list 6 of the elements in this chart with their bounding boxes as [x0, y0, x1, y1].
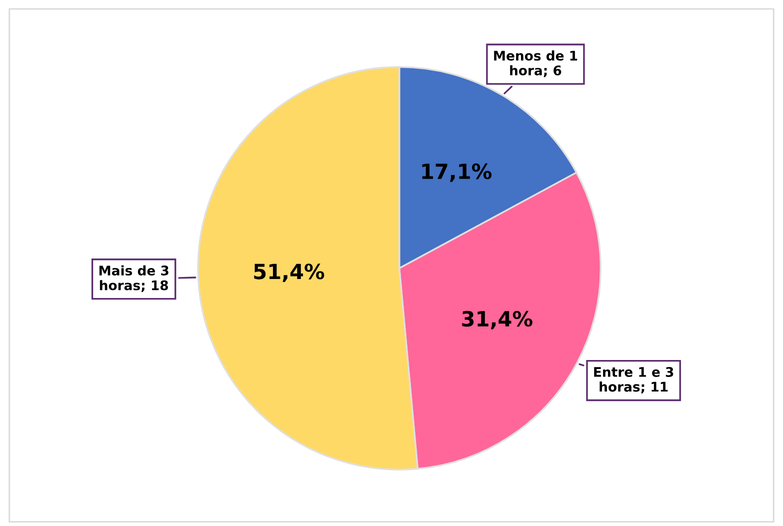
- data-label: 51,4%: [254, 264, 324, 282]
- data-label: 17,1%: [422, 163, 492, 182]
- slice-label: Entre 1 e 3 horas; 11: [594, 366, 674, 394]
- slice-label: Mais de 3 horas; 18: [99, 265, 168, 292]
- slice-label: Menos de 1 hora; 6: [494, 50, 578, 78]
- data-label: 31,4%: [462, 310, 532, 330]
